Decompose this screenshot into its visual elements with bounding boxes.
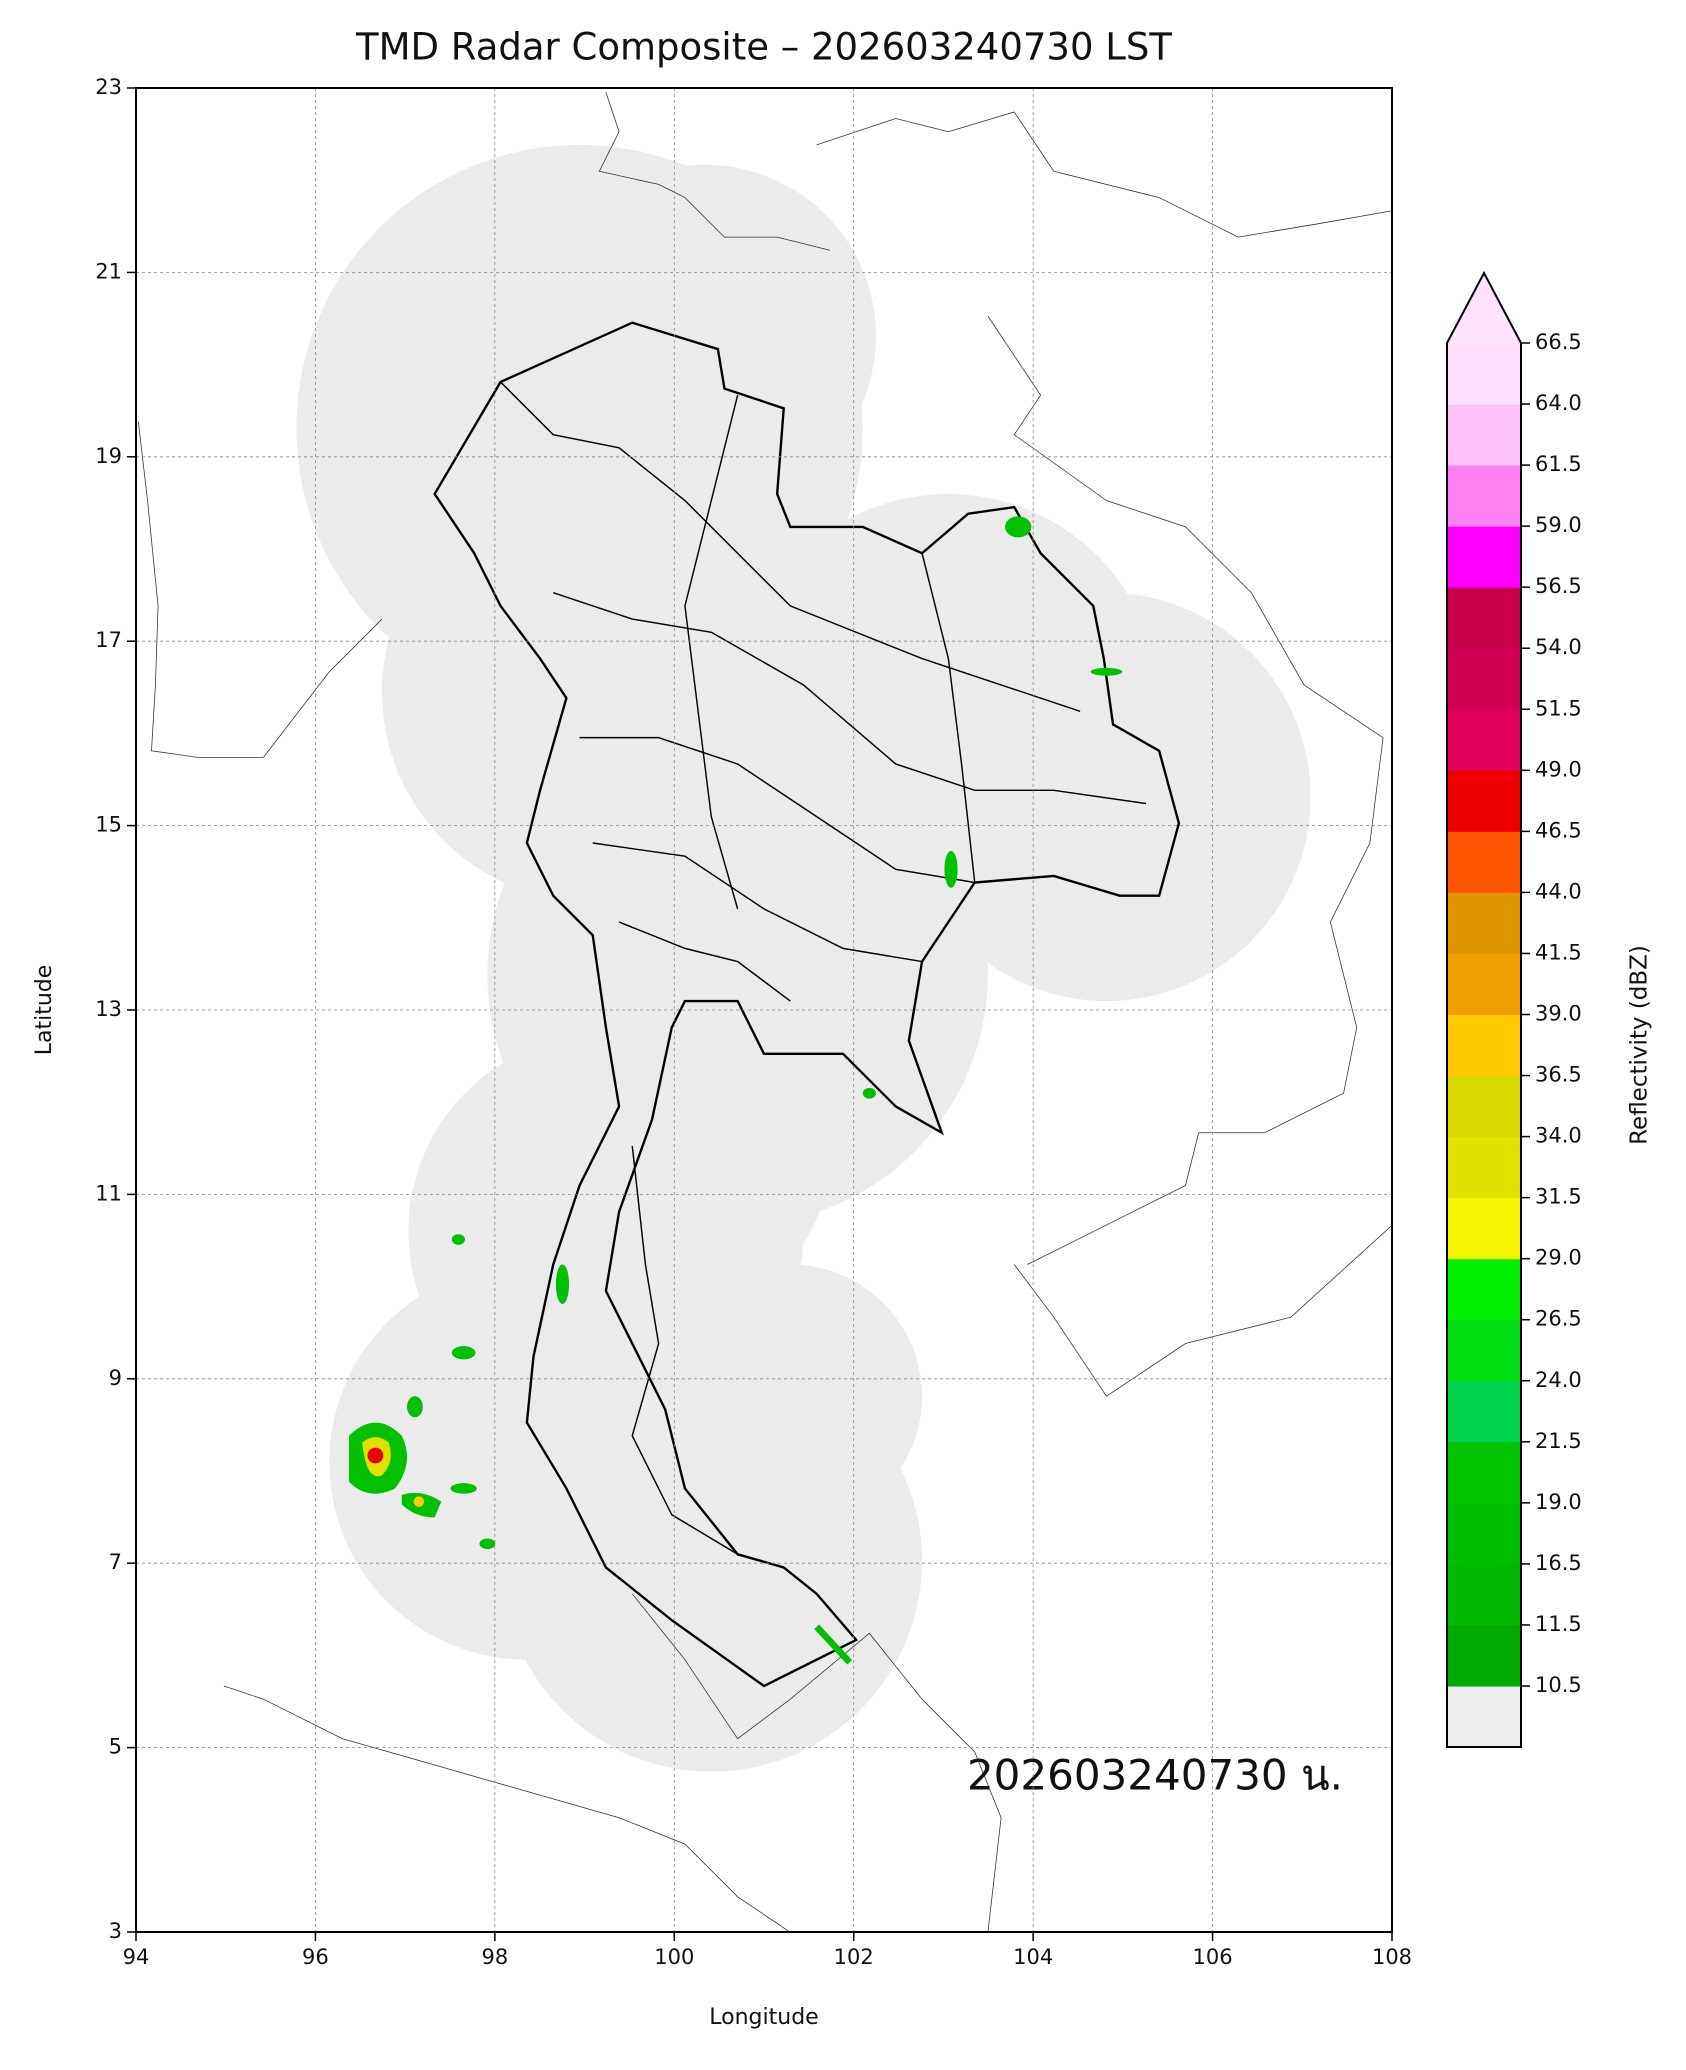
y-tick-label: 9 — [109, 1366, 122, 1390]
colorbar-tick-label: 19.0 — [1535, 1490, 1582, 1514]
colorbar-segment — [1447, 1075, 1521, 1138]
colorbar-tick-label: 56.5 — [1535, 574, 1582, 598]
colorbar-tick-label: 21.5 — [1535, 1429, 1582, 1453]
colorbar-segment — [1447, 1624, 1521, 1687]
colorbar-label: Reflectivity (dBZ) — [1627, 945, 1653, 1145]
thailand-outline — [433, 321, 1181, 1688]
colorbar-tick-label: 61.5 — [1535, 452, 1582, 476]
colorbar-segment — [1447, 648, 1521, 710]
x-axis-label: Longitude — [709, 2005, 818, 2030]
colorbar-segment — [1447, 1258, 1521, 1321]
x-tick-label: 108 — [1372, 1945, 1412, 1969]
colorbar-tick-label: 26.5 — [1535, 1307, 1582, 1331]
colorbar-tick-label: 51.5 — [1535, 696, 1582, 720]
colorbar-segment — [1447, 1197, 1521, 1260]
colorbar-segment — [1447, 1441, 1521, 1504]
annotation: 202603240730 น. — [967, 1751, 1343, 1800]
colorbar-segment — [1447, 465, 1521, 527]
colorbar-tick-label: 24.0 — [1535, 1368, 1582, 1392]
y-tick-label: 23 — [95, 75, 122, 99]
province-borders — [500, 381, 1147, 1555]
y-tick-label: 5 — [109, 1735, 122, 1759]
country-outlines — [137, 92, 1393, 1933]
colorbar-under — [1447, 1686, 1521, 1748]
radar-echoes — [349, 516, 1123, 1665]
colorbar-tick-label: 31.5 — [1535, 1185, 1582, 1209]
colorbar-segment — [1447, 1563, 1521, 1626]
y-tick-label: 19 — [95, 444, 122, 468]
colorbar-tick-label: 29.0 — [1535, 1246, 1582, 1270]
colorbar-tick-label: 44.0 — [1535, 879, 1582, 903]
colorbar-tick-label: 34.0 — [1535, 1124, 1582, 1148]
y-axis-label: Latitude — [32, 965, 57, 1056]
colorbar-segment — [1447, 587, 1521, 649]
y-tick-label: 11 — [95, 1181, 122, 1205]
colorbar-segment — [1447, 709, 1521, 771]
colorbar-frame — [1446, 270, 1522, 1749]
colorbar-tick-label: 16.5 — [1535, 1551, 1582, 1575]
colorbar-tick-label: 10.5 — [1535, 1673, 1582, 1697]
colorbar-segment — [1447, 404, 1521, 466]
colorbar-tick-label: 11.5 — [1535, 1612, 1582, 1636]
x-tick-label: 104 — [1013, 1945, 1053, 1969]
colorbar-segment — [1447, 770, 1521, 832]
colorbar-segment — [1447, 1319, 1521, 1382]
x-tick-label: 98 — [481, 1945, 508, 1969]
colorbar-segment — [1447, 892, 1521, 954]
colorbar-tick-label: 66.5 — [1535, 330, 1582, 354]
x-tick-label: 96 — [302, 1945, 329, 1969]
chart-title: TMD Radar Composite – 202603240730 LST — [355, 26, 1172, 69]
map-layer — [137, 92, 1393, 1933]
colorbar-tick-label: 54.0 — [1535, 635, 1582, 659]
colorbar-segment — [1447, 1014, 1521, 1077]
colorbar-tick-label: 36.5 — [1535, 1063, 1582, 1087]
colorbar-segment — [1447, 1136, 1521, 1199]
y-tick-label: 13 — [95, 997, 122, 1021]
colorbar-segment — [1447, 526, 1521, 588]
colorbar-tick-label: 46.5 — [1535, 818, 1582, 842]
colorbar-tick-label: 64.0 — [1535, 391, 1582, 415]
y-tick-label: 17 — [95, 628, 122, 652]
y-tick-label: 15 — [95, 813, 122, 837]
colorbar-tick-label: 39.0 — [1535, 1002, 1582, 1026]
colorbar-segment — [1447, 953, 1521, 1015]
x-tick-label: 100 — [654, 1945, 694, 1969]
x-tick-label: 94 — [123, 1945, 150, 1969]
colorbar-tick-label: 49.0 — [1535, 757, 1582, 781]
x-tick-label: 102 — [834, 1945, 874, 1969]
plot-frame — [135, 87, 1393, 1933]
y-tick-label: 21 — [95, 259, 122, 283]
colorbar-tick-label: 59.0 — [1535, 513, 1582, 537]
colorbar-segment — [1447, 831, 1521, 893]
y-tick-label: 7 — [109, 1550, 122, 1574]
colorbar-segment — [1447, 1502, 1521, 1565]
y-tick-label: 3 — [109, 1919, 122, 1943]
colorbar-segment — [1447, 1380, 1521, 1443]
colorbar-over — [1447, 273, 1521, 343]
radar-coverage — [296, 144, 1311, 1772]
colorbar-tick-label: 41.5 — [1535, 940, 1582, 964]
x-tick-label: 106 — [1193, 1945, 1233, 1969]
colorbar-segment — [1447, 343, 1521, 405]
